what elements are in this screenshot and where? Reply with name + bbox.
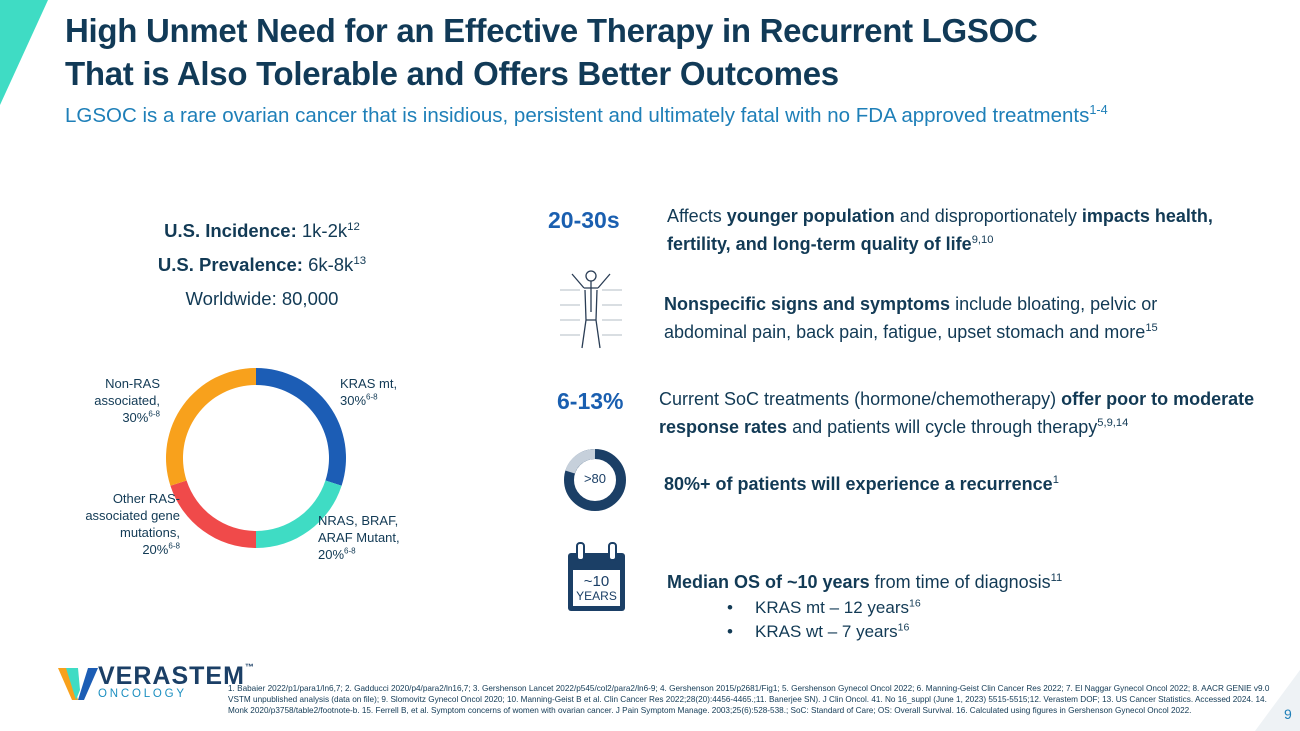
- segment-value-line: 20%6-8: [60, 541, 180, 558]
- ref: 11: [1050, 572, 1063, 584]
- fact-part: 80%+ of patients will experience a recur…: [664, 474, 1053, 494]
- stat-value: 80,000: [281, 288, 339, 309]
- stat: U.S. Prevalence: 6k-8k13: [100, 254, 424, 276]
- donut-chart: [166, 368, 347, 548]
- logo: VERASTEM™: [98, 662, 255, 691]
- donut-segment: [170, 480, 256, 548]
- segment-category: Non-RAS associated,: [94, 376, 160, 408]
- logo-sub: ONCOLOGY: [98, 688, 187, 700]
- fact-part: younger population: [726, 206, 895, 226]
- ref: 6-8: [366, 392, 378, 402]
- corner-accent: [0, 0, 48, 105]
- icon-label: ~10: [583, 573, 610, 590]
- segment-value: 30%: [340, 393, 367, 408]
- segment-label: Non-RAS associated, 30%6-8: [70, 375, 160, 426]
- donut-segment: [166, 368, 256, 486]
- ref: 13: [353, 254, 367, 267]
- corner-accent: [1255, 670, 1300, 731]
- ref: 1: [1052, 474, 1059, 486]
- ref: 16: [897, 621, 910, 634]
- ref: 6-8: [168, 541, 180, 551]
- bullet: • KRAS wt – 7 years16: [727, 620, 1267, 644]
- ref: 1-4: [1089, 102, 1108, 118]
- title: That is Also Tolerable and Offers Better…: [65, 55, 839, 92]
- ref: 16: [909, 597, 921, 610]
- icon-label: >80: [583, 471, 607, 486]
- segment-value: 20%: [142, 542, 169, 557]
- fact-text: 80%+ of patients will experience a recur…: [664, 470, 1284, 498]
- stat-value: 1k-2k: [301, 220, 348, 241]
- subtitle-text: LGSOC is a rare ovarian cancer that is i…: [65, 104, 1090, 127]
- stat: Worldwide: 80,000: [100, 288, 424, 310]
- stat-label: Worldwide:: [185, 288, 277, 309]
- icon-sub: YEARS: [576, 589, 617, 603]
- segment-value-line: 30%6-8: [70, 409, 160, 426]
- segment-value: 30%: [122, 410, 149, 425]
- bullet-text: KRAS mt – 12 years: [755, 598, 910, 617]
- bullet-dot: •: [727, 598, 733, 617]
- segment-category: KRAS mt,: [340, 376, 398, 391]
- stat: U.S. Incidence: 1k-2k12: [100, 220, 424, 242]
- subtitle: LGSOC is a rare ovarian cancer that is i…: [65, 102, 1108, 128]
- bullet: • KRAS mt – 12 years16: [727, 596, 1267, 620]
- fact-text: Current SoC treatments (hormone/chemothe…: [659, 385, 1299, 441]
- references: 1. Babaier 2022/p1/para1/ln6,7; 2. Gaddu…: [228, 684, 1270, 716]
- stat-label: U.S. Incidence:: [164, 220, 297, 241]
- recurrence-icon: [565, 448, 596, 474]
- ref: 6-8: [344, 546, 356, 556]
- donut-segment: [256, 480, 342, 548]
- bullet-text: KRAS wt – 7 years: [755, 622, 898, 641]
- fact-part: Current SoC treatments (hormone/chemothe…: [659, 389, 1062, 409]
- fact-text: Median OS of ~10 years from time of diag…: [667, 568, 1267, 644]
- fact-part: and patients will cycle through therapy: [787, 417, 1098, 437]
- fact-part: Median OS of ~10 years: [667, 572, 870, 592]
- segment-value-line: 30%6-8: [340, 392, 430, 409]
- logo-name: VERASTEM: [98, 662, 245, 690]
- ref: 15: [1145, 322, 1158, 334]
- fact-part: from time of diagnosis: [869, 572, 1051, 592]
- big-stat: 6-13%: [557, 388, 624, 414]
- ref: 5,9,14: [1097, 417, 1129, 429]
- segment-label: Other RAS-associated gene mutations, 20%6…: [60, 490, 180, 558]
- stat-label: U.S. Prevalence:: [157, 254, 303, 275]
- segment-value: 20%: [318, 547, 345, 562]
- segment-category: Other RAS-associated gene mutations,: [85, 491, 180, 540]
- fact-part: offer poor to moderate response rates: [659, 389, 1255, 437]
- segment-category: NRAS, BRAF, ARAF Mutant,: [318, 513, 400, 545]
- fact-part: impacts health, fertility, and long-term…: [667, 206, 1213, 254]
- page-number: 9: [1284, 706, 1292, 722]
- calendar-icon: [568, 542, 625, 611]
- segment-label: KRAS mt, 30%6-8: [340, 375, 430, 409]
- segment-label: NRAS, BRAF, ARAF Mutant, 20%6-8: [318, 512, 418, 563]
- body-icon: [560, 270, 622, 349]
- bullet-dot: •: [727, 622, 733, 641]
- ref: 12: [347, 220, 360, 233]
- stat-value: 6k-8k: [308, 254, 354, 275]
- big-stat: 20-30s: [548, 207, 620, 233]
- logo-mark: [58, 668, 98, 700]
- ref: 9,10: [971, 234, 994, 246]
- fact-part: Nonspecific signs and symptoms: [664, 294, 951, 314]
- ref: 6-8: [148, 409, 160, 419]
- segment-value-line: 20%6-8: [318, 546, 418, 563]
- fact-part: and disproportionately: [894, 206, 1082, 226]
- donut-segment: [256, 368, 347, 486]
- logo-tm: ™: [244, 662, 255, 672]
- fact-part: Affects: [667, 206, 727, 226]
- fact-text: Nonspecific signs and symptoms include b…: [664, 290, 1224, 346]
- title: High Unmet Need for an Effective Therapy…: [65, 12, 1038, 49]
- fact-text: Affects younger population and dispropor…: [667, 202, 1242, 258]
- fact-part: include bloating, pelvic or abdominal pa…: [664, 294, 1158, 342]
